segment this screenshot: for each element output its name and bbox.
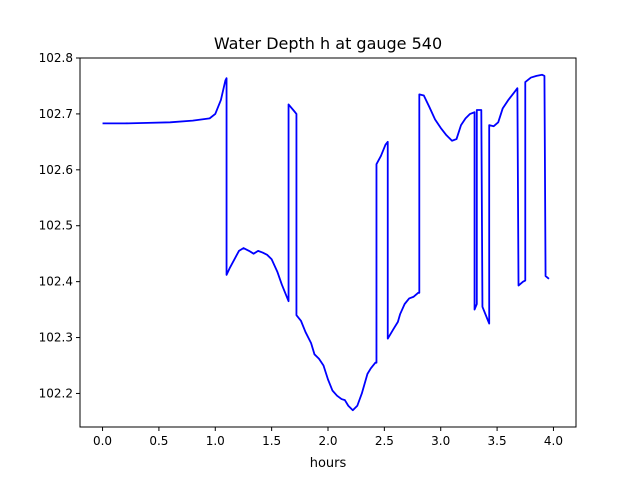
chart-title: Water Depth h at gauge 540 xyxy=(214,34,442,53)
x-axis-label: hours xyxy=(310,456,347,471)
y-tick-label: 102.5 xyxy=(39,219,73,233)
x-tick-label: 4.0 xyxy=(544,434,563,448)
plot-layer xyxy=(102,73,550,412)
y-tick-label: 102.2 xyxy=(39,386,73,400)
x-tick-label: 0.0 xyxy=(93,434,112,448)
plot-frame xyxy=(79,57,577,428)
y-tick-label: 102.3 xyxy=(39,331,73,345)
y-tick-label: 102.4 xyxy=(39,275,73,289)
y-tick-label: 102.6 xyxy=(39,163,73,177)
x-tick-label: 2.5 xyxy=(375,434,394,448)
x-tick-label: 3.5 xyxy=(488,434,507,448)
x-axis: 0.0 0.5 1.0 1.5 2.0 2.5 3.0 3.5 4.0 xyxy=(93,427,563,448)
y-tick-label: 102.7 xyxy=(39,107,73,121)
y-axis: 102.2 102.3 102.4 102.5 102.6 102.7 102.8 xyxy=(39,51,80,400)
x-tick-label: 0.5 xyxy=(149,434,168,448)
y-tick-label: 102.8 xyxy=(39,51,73,65)
x-tick-label: 1.0 xyxy=(206,434,225,448)
x-tick-label: 3.0 xyxy=(431,434,450,448)
x-tick-label: 2.0 xyxy=(318,434,337,448)
series-line-0 xyxy=(102,73,550,412)
x-tick-label: 1.5 xyxy=(262,434,281,448)
